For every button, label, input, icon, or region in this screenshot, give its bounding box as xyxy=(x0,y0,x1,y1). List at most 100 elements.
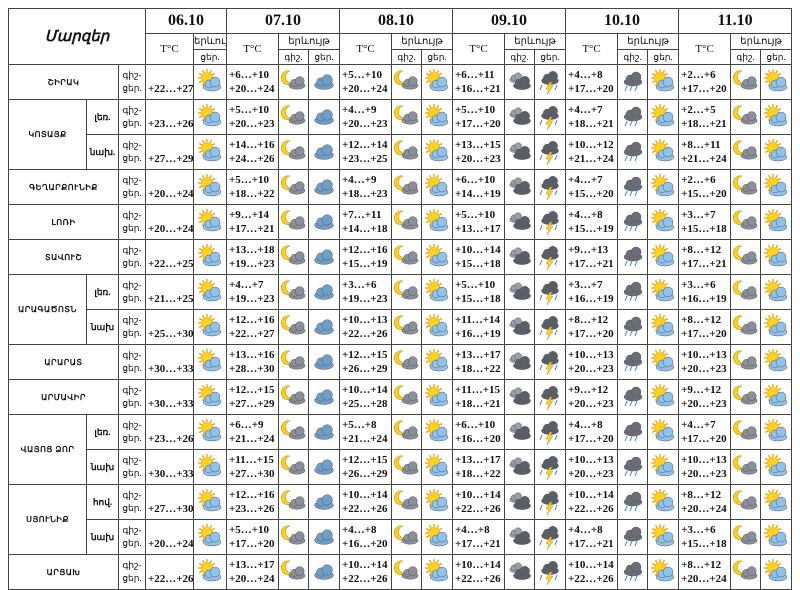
icon-cell xyxy=(278,379,309,415)
temp-cell: +12…+15 +27…+29 xyxy=(226,379,279,415)
icon-part xyxy=(654,222,658,227)
icon-part xyxy=(777,387,782,391)
icon-cell xyxy=(617,99,649,135)
weather-icon xyxy=(425,314,449,337)
weather-icon xyxy=(651,279,675,302)
weather-icon xyxy=(508,282,531,300)
weather-icon xyxy=(764,524,788,547)
icon-part xyxy=(664,317,669,321)
temp-cell: +10…+13 +20…+23 xyxy=(678,449,732,485)
region-name: ՎԱՅՈՑ ՁՈՐ xyxy=(8,414,87,485)
icon-part xyxy=(662,356,674,368)
icon-part xyxy=(777,72,782,76)
icon-part xyxy=(519,496,530,507)
icon-part xyxy=(629,505,633,512)
weather-icon xyxy=(280,490,305,510)
icon-part xyxy=(428,467,432,472)
icon-part xyxy=(198,107,203,111)
icon-cell xyxy=(617,134,649,170)
icon-part xyxy=(519,426,530,437)
icon-cell xyxy=(307,64,341,100)
temperature: +12…+16 xyxy=(342,244,388,256)
icon-part xyxy=(768,244,771,249)
icon-part xyxy=(438,352,443,356)
icon-part xyxy=(512,321,531,335)
icon-cell xyxy=(617,64,649,100)
icon-part xyxy=(547,211,558,222)
icon-part xyxy=(401,181,418,195)
weather-icon xyxy=(508,107,531,125)
icon-cell xyxy=(760,309,793,345)
temp-cell: +13…+17 +18…+22 xyxy=(452,449,506,485)
weather-icon xyxy=(732,420,757,440)
icon-part xyxy=(624,470,628,477)
icon-part xyxy=(655,531,675,547)
day-label: ցեր. xyxy=(307,49,341,65)
temperature: +21…+24 xyxy=(681,153,727,165)
weather-icon xyxy=(198,104,222,127)
icon-part xyxy=(764,492,769,496)
icon-part xyxy=(768,391,788,407)
icon-part xyxy=(209,69,213,74)
icon-part xyxy=(436,216,448,228)
icon-part xyxy=(629,575,633,582)
weather-icon xyxy=(425,209,449,232)
icon-part xyxy=(768,327,771,332)
icon-part xyxy=(539,84,543,91)
icon-cell xyxy=(504,344,536,380)
icon-part xyxy=(746,566,757,576)
icon-part xyxy=(629,365,633,372)
icon-part xyxy=(211,492,216,496)
temperature: +22…+27 xyxy=(148,83,194,95)
icon-part xyxy=(429,356,449,372)
weather-icon xyxy=(764,104,788,127)
region-row: ԱՐԱԳԱԾՈՏՆ լեռ. գիշ-ցեր. +21…+25 +4…+7 +19…+23… xyxy=(8,274,793,345)
icon-part xyxy=(554,119,558,126)
icon-part xyxy=(314,354,334,370)
temp-cell: +9…+12 +20…+23 xyxy=(565,379,619,415)
icon-part xyxy=(630,351,641,363)
icon-part xyxy=(401,76,418,90)
icon-part xyxy=(662,531,674,543)
icon-part xyxy=(651,562,656,566)
icon-part xyxy=(428,397,432,402)
icon-part xyxy=(425,352,430,356)
icon-cell xyxy=(730,309,762,345)
icon-part xyxy=(438,317,443,321)
icon-part xyxy=(201,82,205,87)
row-label-line: ցեր. xyxy=(122,363,142,373)
icon-part xyxy=(775,146,787,158)
weather-icon xyxy=(280,525,305,545)
icon-part xyxy=(202,356,222,372)
weather-icon xyxy=(508,142,531,160)
icon-part xyxy=(664,457,669,461)
temperature: +21…+25 xyxy=(148,293,194,305)
temperature: +18…+21 xyxy=(568,118,614,130)
icon-part xyxy=(198,430,203,434)
icon-part xyxy=(768,397,771,402)
icon-part xyxy=(654,104,658,109)
weather-icon xyxy=(651,559,675,582)
date: 11.10 xyxy=(678,8,793,34)
icon-part xyxy=(630,386,641,398)
icon-part xyxy=(201,152,205,157)
weather-icon xyxy=(764,139,788,162)
icon-part xyxy=(630,211,641,223)
icon-cell xyxy=(730,519,762,555)
icon-part xyxy=(746,496,757,506)
icon-part xyxy=(764,500,769,504)
icon-part xyxy=(209,559,213,564)
temperature: +5…+10 xyxy=(455,104,496,116)
icon-part xyxy=(630,526,641,538)
icon-part xyxy=(547,176,558,187)
icon-part xyxy=(202,496,222,512)
icon-part xyxy=(209,251,221,263)
icon-part xyxy=(425,430,430,434)
icon-part xyxy=(662,279,666,284)
icon-part xyxy=(655,356,675,372)
icon-part xyxy=(321,74,333,86)
icon-cell xyxy=(193,134,227,170)
temperature: +16…+21 xyxy=(455,83,501,95)
icon-part xyxy=(651,220,656,224)
icon-part xyxy=(436,181,448,193)
